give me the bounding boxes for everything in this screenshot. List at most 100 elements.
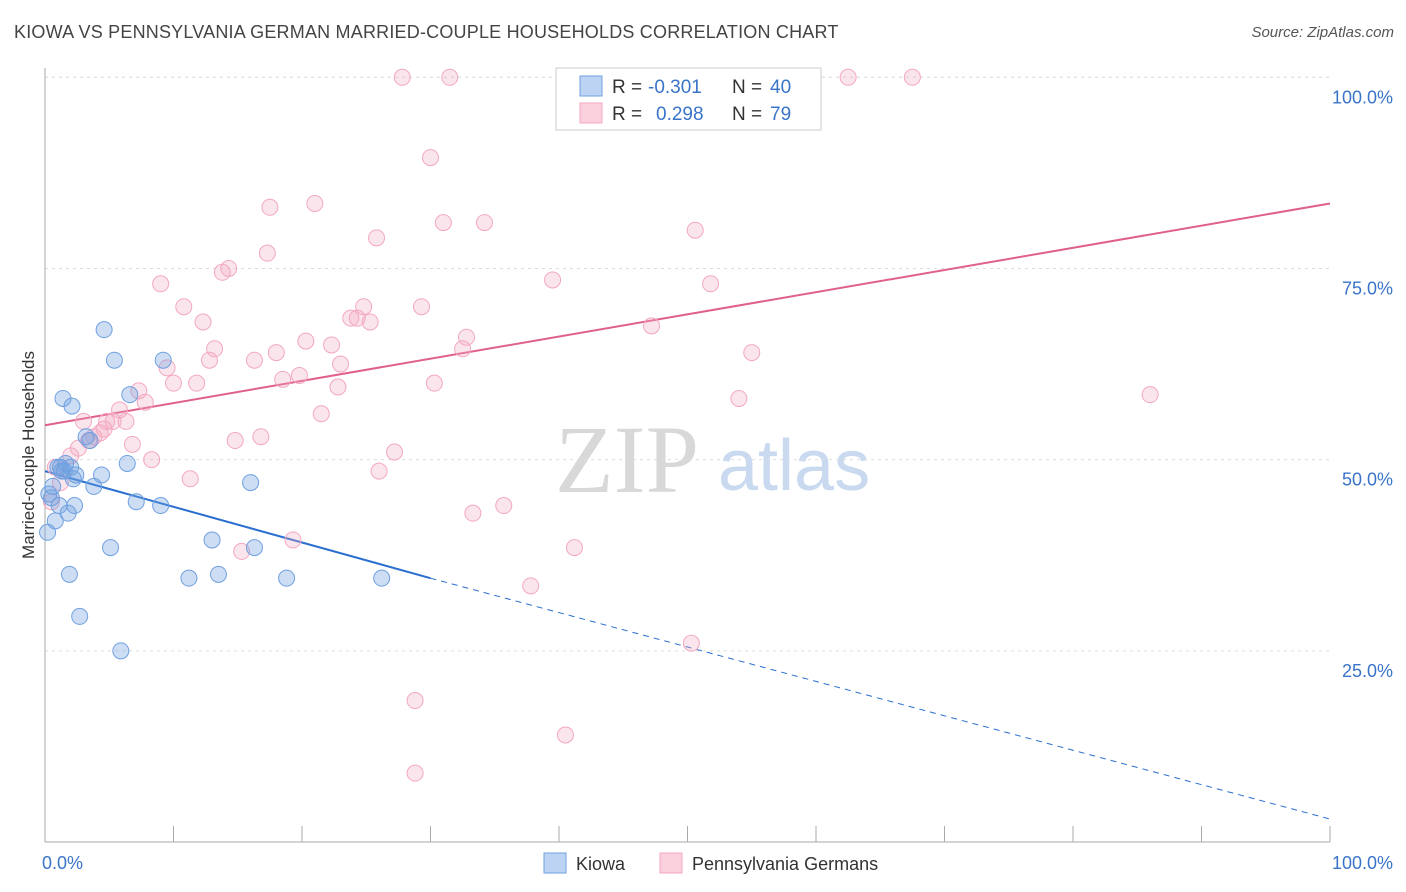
penn-point — [544, 271, 562, 289]
penn-point — [267, 344, 285, 362]
penn-point — [386, 443, 404, 461]
kiowa-point — [51, 458, 69, 476]
x-tick-label: 0.0% — [42, 853, 83, 873]
penn-point — [152, 275, 170, 293]
penn-point — [274, 370, 292, 388]
source-label: Source: ZipAtlas.com — [1251, 24, 1394, 41]
kiowa-point — [209, 565, 227, 583]
penn-point — [233, 542, 251, 560]
legend-kiowa-label: Kiowa — [576, 854, 626, 874]
kiowa-point — [102, 539, 120, 557]
stats-kiowa-r-label: R = — [612, 77, 642, 98]
kiowa-point — [152, 497, 170, 515]
penn-point — [441, 68, 459, 86]
penn-point — [522, 577, 540, 595]
penn-point — [413, 298, 431, 316]
kiowa-point — [242, 474, 260, 492]
penn-point — [332, 355, 350, 373]
penn-point — [743, 344, 761, 362]
penn-point — [361, 313, 379, 331]
kiowa-point — [245, 539, 263, 557]
penn-point — [143, 451, 161, 469]
penn-point — [290, 367, 308, 385]
kiowa-point — [105, 351, 123, 369]
penn-point — [422, 149, 439, 167]
stats-kiowa-r-value: -0.301 — [648, 77, 702, 98]
axes: 25.0% 50.0% 75.0% 100.0% 0.0% 100.0% — [42, 68, 1393, 873]
kiowa-point — [71, 607, 89, 625]
penn-point — [495, 497, 513, 515]
stats-kiowa-n-value: 40 — [770, 77, 791, 98]
penn-point — [181, 470, 199, 488]
grid-lines — [45, 76, 1330, 652]
legend-penn-swatch — [659, 852, 683, 874]
penn-point — [75, 412, 93, 430]
watermark-atlas: atlas — [718, 426, 870, 506]
stats-penn-n-label: N = — [732, 104, 762, 125]
penn-point — [188, 374, 206, 392]
penn-point — [370, 462, 388, 480]
penn-trend-line — [44, 202, 1331, 427]
penn-point — [117, 412, 135, 430]
penn-point — [245, 351, 263, 369]
penn-point — [556, 726, 574, 744]
penn-point — [903, 68, 921, 86]
kiowa-point — [180, 569, 198, 587]
stats-penn-swatch — [579, 102, 603, 124]
penn-point — [839, 68, 857, 86]
penn-point — [165, 374, 182, 392]
penn-point — [206, 340, 224, 358]
penn-point — [454, 340, 472, 358]
penn-point — [1141, 386, 1159, 404]
stats-kiowa-n-label: N = — [732, 77, 762, 98]
penn-point — [475, 214, 493, 232]
penn-point — [158, 359, 176, 377]
legend-kiowa-swatch — [543, 852, 567, 874]
y-tick-label: 25.0% — [1342, 661, 1393, 681]
penn-point — [136, 393, 154, 411]
kiowa-point — [40, 485, 58, 503]
y-tick-label: 100.0% — [1332, 87, 1393, 107]
penn-point — [95, 420, 113, 438]
penn-point — [393, 68, 411, 86]
kiowa-point — [118, 454, 136, 472]
kiowa-point — [121, 386, 139, 404]
kiowa-point — [373, 569, 391, 587]
penn-point — [258, 244, 276, 262]
penn-point — [434, 214, 452, 232]
kiowa-point — [60, 565, 78, 583]
kiowa-trend-extension — [430, 577, 1331, 820]
kiowa-point — [203, 531, 221, 549]
kiowa-point — [278, 569, 296, 587]
penn-point — [406, 692, 424, 710]
kiowa-point — [112, 642, 130, 660]
kiowa-point — [127, 493, 145, 511]
penn-point — [406, 764, 424, 782]
kiowa-point — [44, 477, 62, 495]
penn-point — [252, 428, 270, 446]
penn-point — [220, 259, 238, 277]
penn-point — [306, 194, 324, 212]
y-tick-label: 75.0% — [1342, 278, 1393, 298]
penn-point — [643, 317, 661, 335]
penn-point — [297, 332, 315, 350]
kiowa-trend-line — [44, 470, 431, 580]
penn-point — [284, 531, 302, 549]
penn-point — [329, 378, 347, 396]
penn-point — [342, 309, 360, 327]
x-tick-label: 100.0% — [1332, 853, 1393, 873]
data-points — [39, 68, 1159, 782]
penn-point — [464, 504, 482, 522]
stats-box: R = -0.301 N = 40 R = 0.298 N = 79 — [555, 67, 822, 131]
penn-point — [261, 198, 279, 216]
penn-point — [368, 229, 386, 247]
penn-point — [425, 374, 443, 392]
kiowa-point — [64, 470, 82, 488]
y-tick-label: 50.0% — [1342, 470, 1393, 490]
trend-lines — [44, 202, 1331, 820]
penn-point — [175, 298, 193, 316]
penn-point — [457, 328, 475, 346]
stats-kiowa-swatch — [579, 75, 603, 97]
legend: Kiowa Pennsylvania Germans — [543, 852, 878, 874]
